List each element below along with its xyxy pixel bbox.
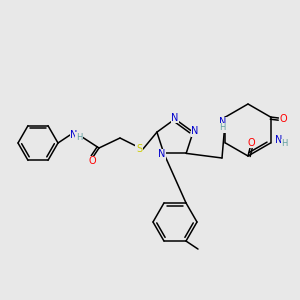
Text: N: N	[158, 149, 166, 159]
Text: H: H	[219, 124, 226, 133]
Text: H: H	[281, 140, 288, 148]
Text: N: N	[70, 130, 78, 140]
Text: N: N	[171, 113, 179, 123]
Text: N: N	[219, 117, 226, 127]
Text: O: O	[280, 114, 287, 124]
Text: N: N	[275, 135, 282, 145]
Text: S: S	[136, 144, 142, 154]
Text: H: H	[76, 133, 82, 142]
Text: N: N	[191, 126, 199, 136]
Text: O: O	[88, 156, 96, 166]
Text: O: O	[247, 138, 255, 148]
